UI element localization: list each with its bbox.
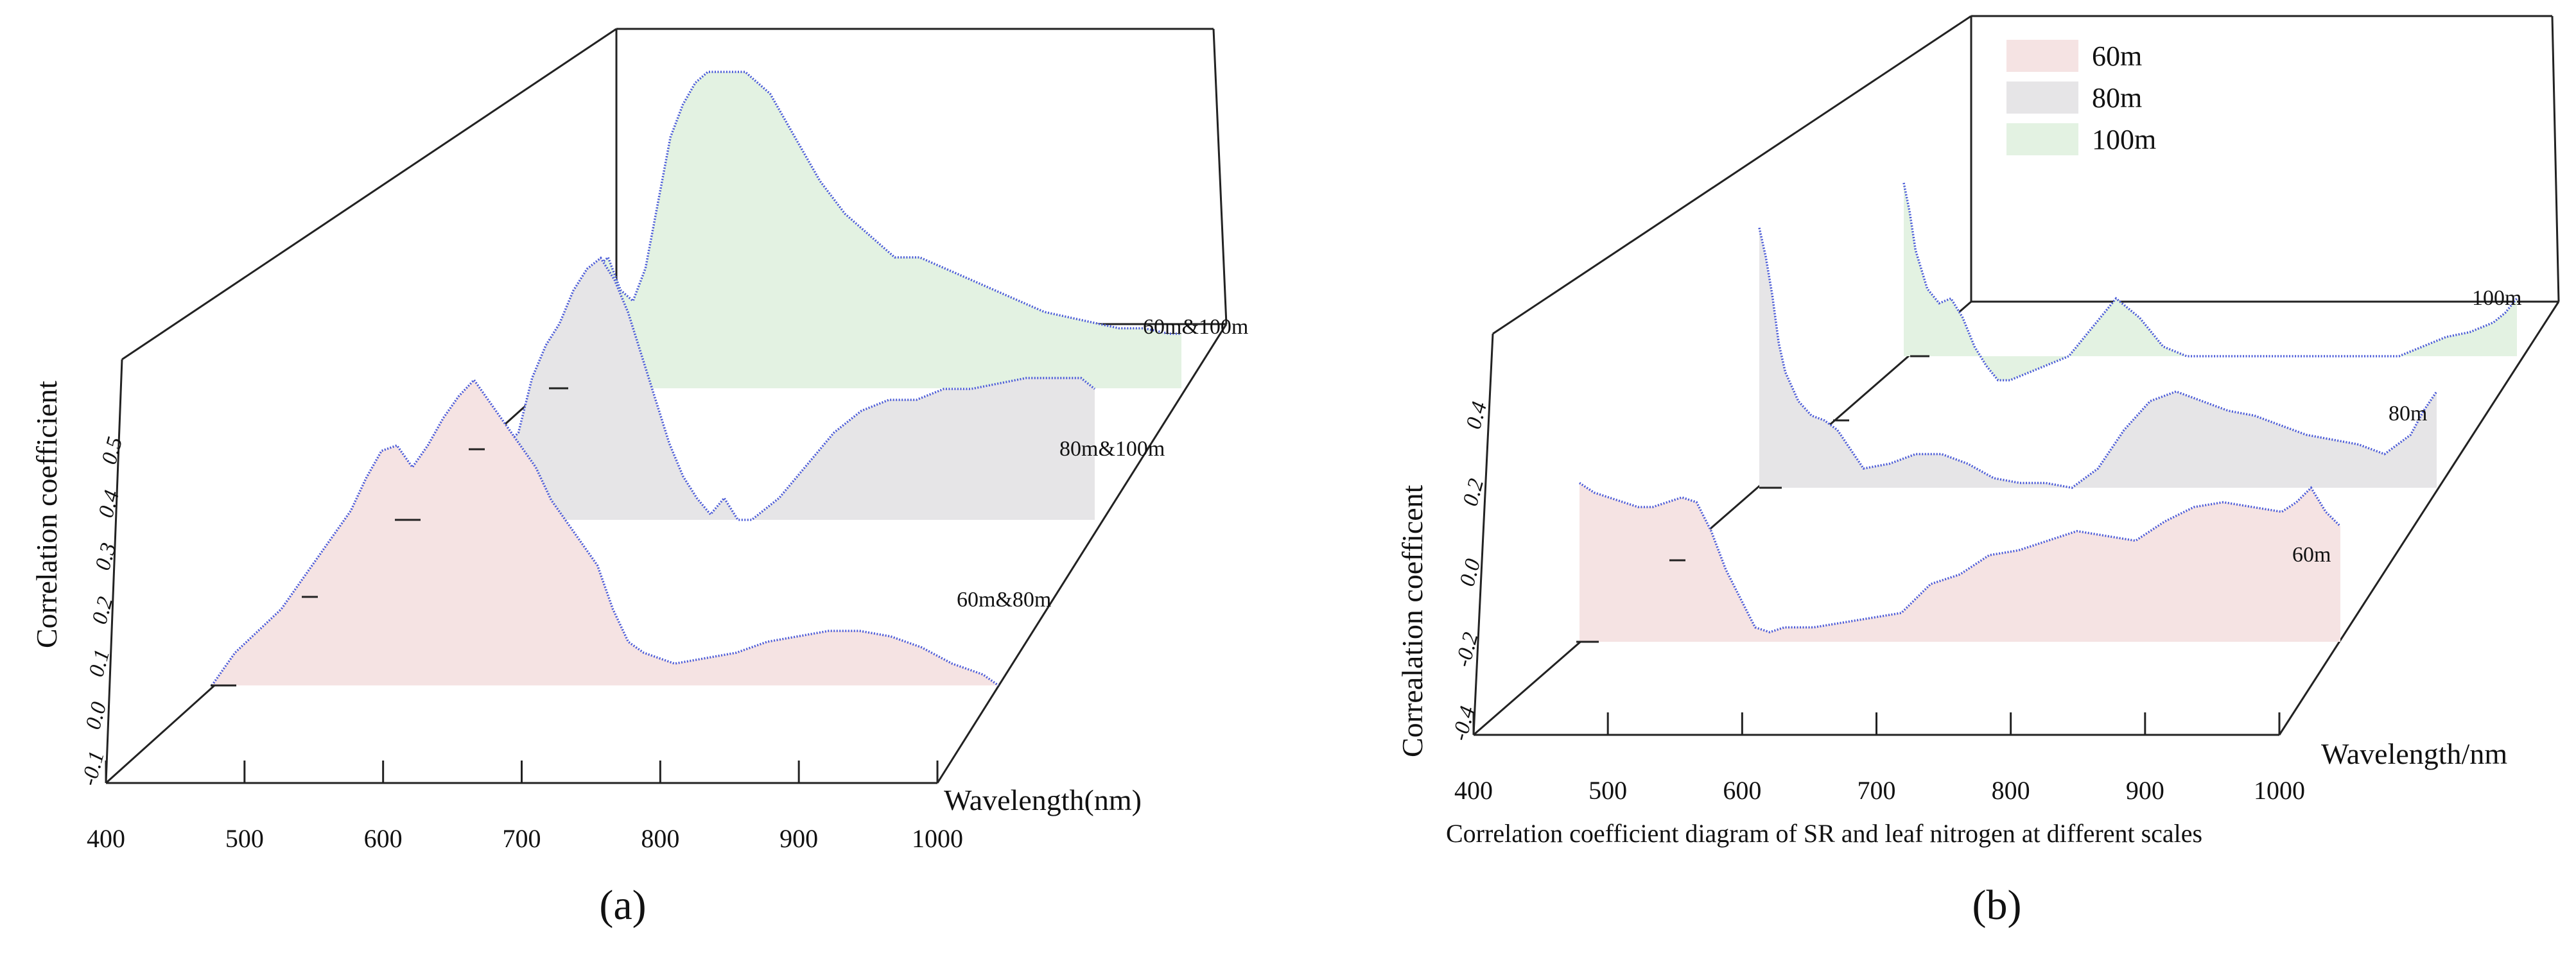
panel-a-depth-ticks [211,387,568,687]
series-label-60m&80m: 60m&80m [957,588,1051,612]
series-label-80m: 80m [2389,402,2427,426]
series-60m&100m: 60m&100m [544,71,1248,389]
panel-a-series-layers: 60m&100m 80m&100m 60m&80m [211,71,1248,687]
x-tick-label-1000: 1000 [912,824,963,853]
series-label-100m: 100m [2472,286,2521,310]
panel-b-depth-ticks [1576,355,1929,643]
panel-b-x-tick-labels: 400 500 600 700 800 900 1000 [1454,776,2305,805]
legend-swatch-100m [2006,123,2078,155]
series-label-60m: 60m [2292,543,2331,567]
series-line-100m [1902,182,2518,382]
legend-label-60m: 60m [2092,40,2142,72]
series-fill-60m&100m [546,72,1181,388]
series-label-60m&100m: 60m&100m [1143,315,1248,339]
y-tick-label--0.4: -0.4 [1448,703,1480,743]
x-tick-label-400: 400 [1454,776,1493,805]
y-tick-label-0.4: 0.4 [94,488,124,521]
series-80m: 80m [1758,227,2438,489]
x-tick-label-700: 700 [503,824,541,853]
y-tick-label--0.2: -0.2 [1451,630,1483,669]
panel-b-label: (b) [1972,882,2022,929]
legend-label-100m: 100m [2092,124,2156,155]
panel-b-x-ticks [1472,712,2281,735]
legend-swatch-80m [2006,82,2078,114]
panel-a-edge-4 [1212,28,1228,325]
legend-swatch-60m [2006,40,2078,72]
series-line-60m&80m [211,378,1000,687]
y-tick-label-0.3: 0.3 [91,540,121,573]
series-100m: 100m [1902,182,2521,382]
y-tick-label-0.5: 0.5 [97,434,127,467]
series-fill-60m [1580,483,2340,642]
panel-a: 60m&100m 80m&100m 60m&80m 400 500 600 700 800 9… [30,28,1248,929]
x-tick-label-800: 800 [641,824,679,853]
panel-a-label: (a) [599,882,646,929]
panel-b: 100m 80m 60m 400 500 600 700 800 900 1000 -0.4 -0… [1396,15,2560,929]
y-tick-label-0.0: 0.0 [81,700,111,732]
y-tick-label--0.1: -0.1 [77,748,109,788]
x-tick-label-500: 500 [1588,776,1627,805]
panel-b-y-tick-labels: -0.4-0.20.00.20.4 [1448,399,1492,743]
y-tick-label-0.4: 0.4 [1461,399,1492,432]
x-tick-label-800: 800 [1992,776,2030,805]
panel-b-edge-4 [2551,15,2560,302]
legend-label-80m: 80m [2092,82,2142,114]
panel-a-x-tick-labels: 400 500 600 700 800 900 1000 [87,824,963,853]
series-line-80m&100m [395,256,1096,521]
panel-a-y-axis [105,359,123,784]
panel-b-y-axis [1472,333,1494,736]
panel-b-y-axis-title: Correalation coefficent [1396,485,1429,757]
panel-b-depth-axis [1473,300,1972,736]
series-fill-100m [1904,183,2517,381]
panel-b-series-layers: 100m 80m 60m [1579,182,2521,642]
x-tick-label-900: 900 [2126,776,2164,805]
panel-b-x-axis-title: Wavelength/nm [2321,737,2507,770]
panel-b-legend: 60m 80m 100m [2006,40,2156,155]
series-line-60m [1579,482,2342,633]
panel-b-caption: Correlation coefficient diagram of SR an… [1446,819,2202,848]
x-tick-label-1000: 1000 [2254,776,2305,805]
series-60m: 60m [1579,482,2342,642]
series-line-80m [1758,227,2438,489]
panel-a-edge-6 [936,323,1228,784]
panel-a-y-axis-title: Correlation coefficient [30,381,63,648]
series-fill-80m [1759,228,2437,488]
panel-a-x-ticks [105,761,939,783]
series-fill-60m&80m [212,380,998,685]
panel-b-edge-6 [2278,301,2560,736]
x-tick-label-400: 400 [87,824,125,853]
series-label-80m&100m: 80m&100m [1059,437,1165,461]
x-tick-label-900: 900 [779,824,818,853]
series-60m&80m: 60m&80m [211,378,1051,687]
series-fill-80m&100m [395,258,1095,520]
panel-a-edge-1 [121,28,617,361]
panel-a-y-tick-labels: -0.10.00.10.20.30.40.5 [77,434,127,788]
x-tick-label-500: 500 [225,824,264,853]
panel-a-x-axis-title: Wavelength(nm) [944,784,1142,816]
x-tick-label-600: 600 [1723,776,1761,805]
series-80m&100m: 80m&100m [395,256,1165,521]
x-tick-label-700: 700 [1858,776,1896,805]
panel-b-edge-1 [1492,15,1972,335]
x-tick-label-600: 600 [364,824,403,853]
